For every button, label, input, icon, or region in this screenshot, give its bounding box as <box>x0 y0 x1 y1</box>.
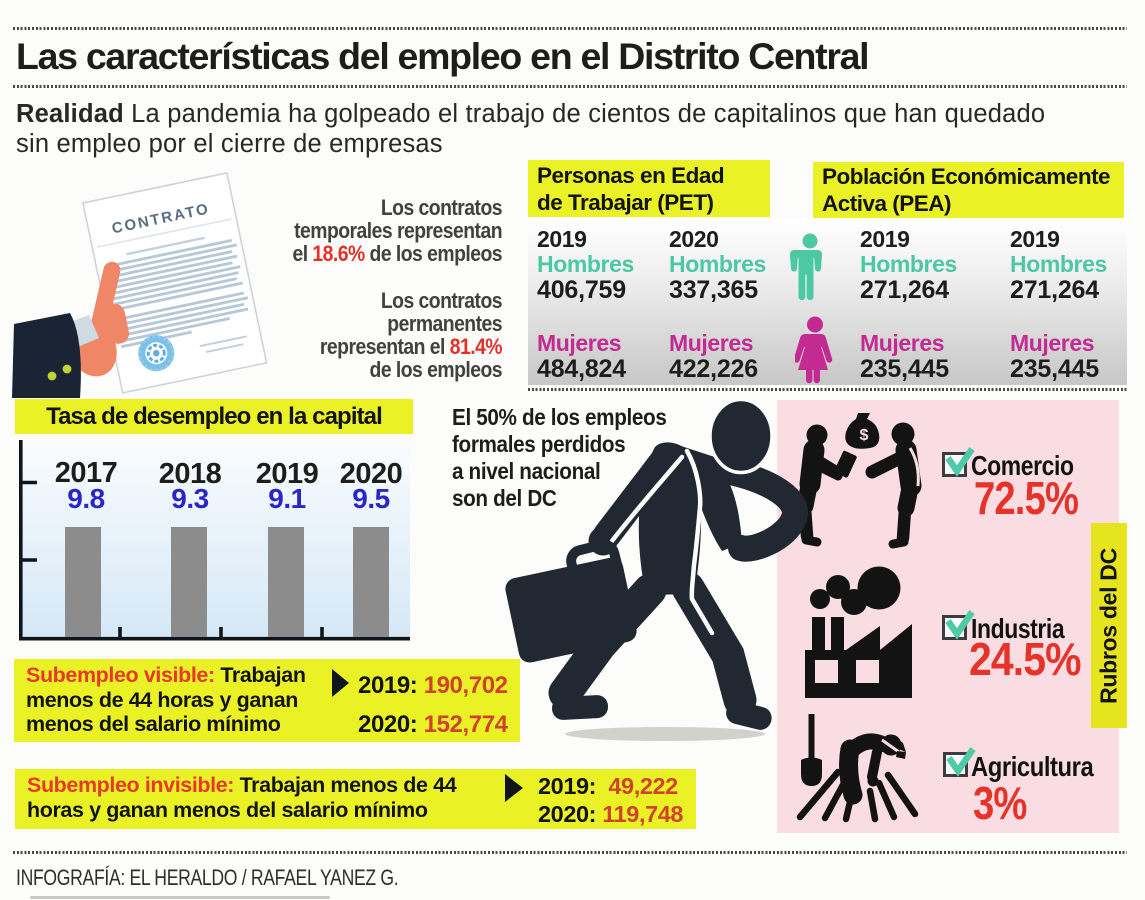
svg-text:2019: 2019 <box>256 458 319 490</box>
svg-text:9.5: 9.5 <box>352 483 389 514</box>
svg-text:9.3: 9.3 <box>171 483 208 514</box>
svg-text:9.8: 9.8 <box>67 483 104 514</box>
svg-text:9.1: 9.1 <box>268 483 305 514</box>
svg-text:2017: 2017 <box>55 457 118 489</box>
svg-text:2020: 2020 <box>340 458 403 490</box>
svg-text:$: $ <box>860 427 869 444</box>
svg-text:2018: 2018 <box>159 458 222 490</box>
